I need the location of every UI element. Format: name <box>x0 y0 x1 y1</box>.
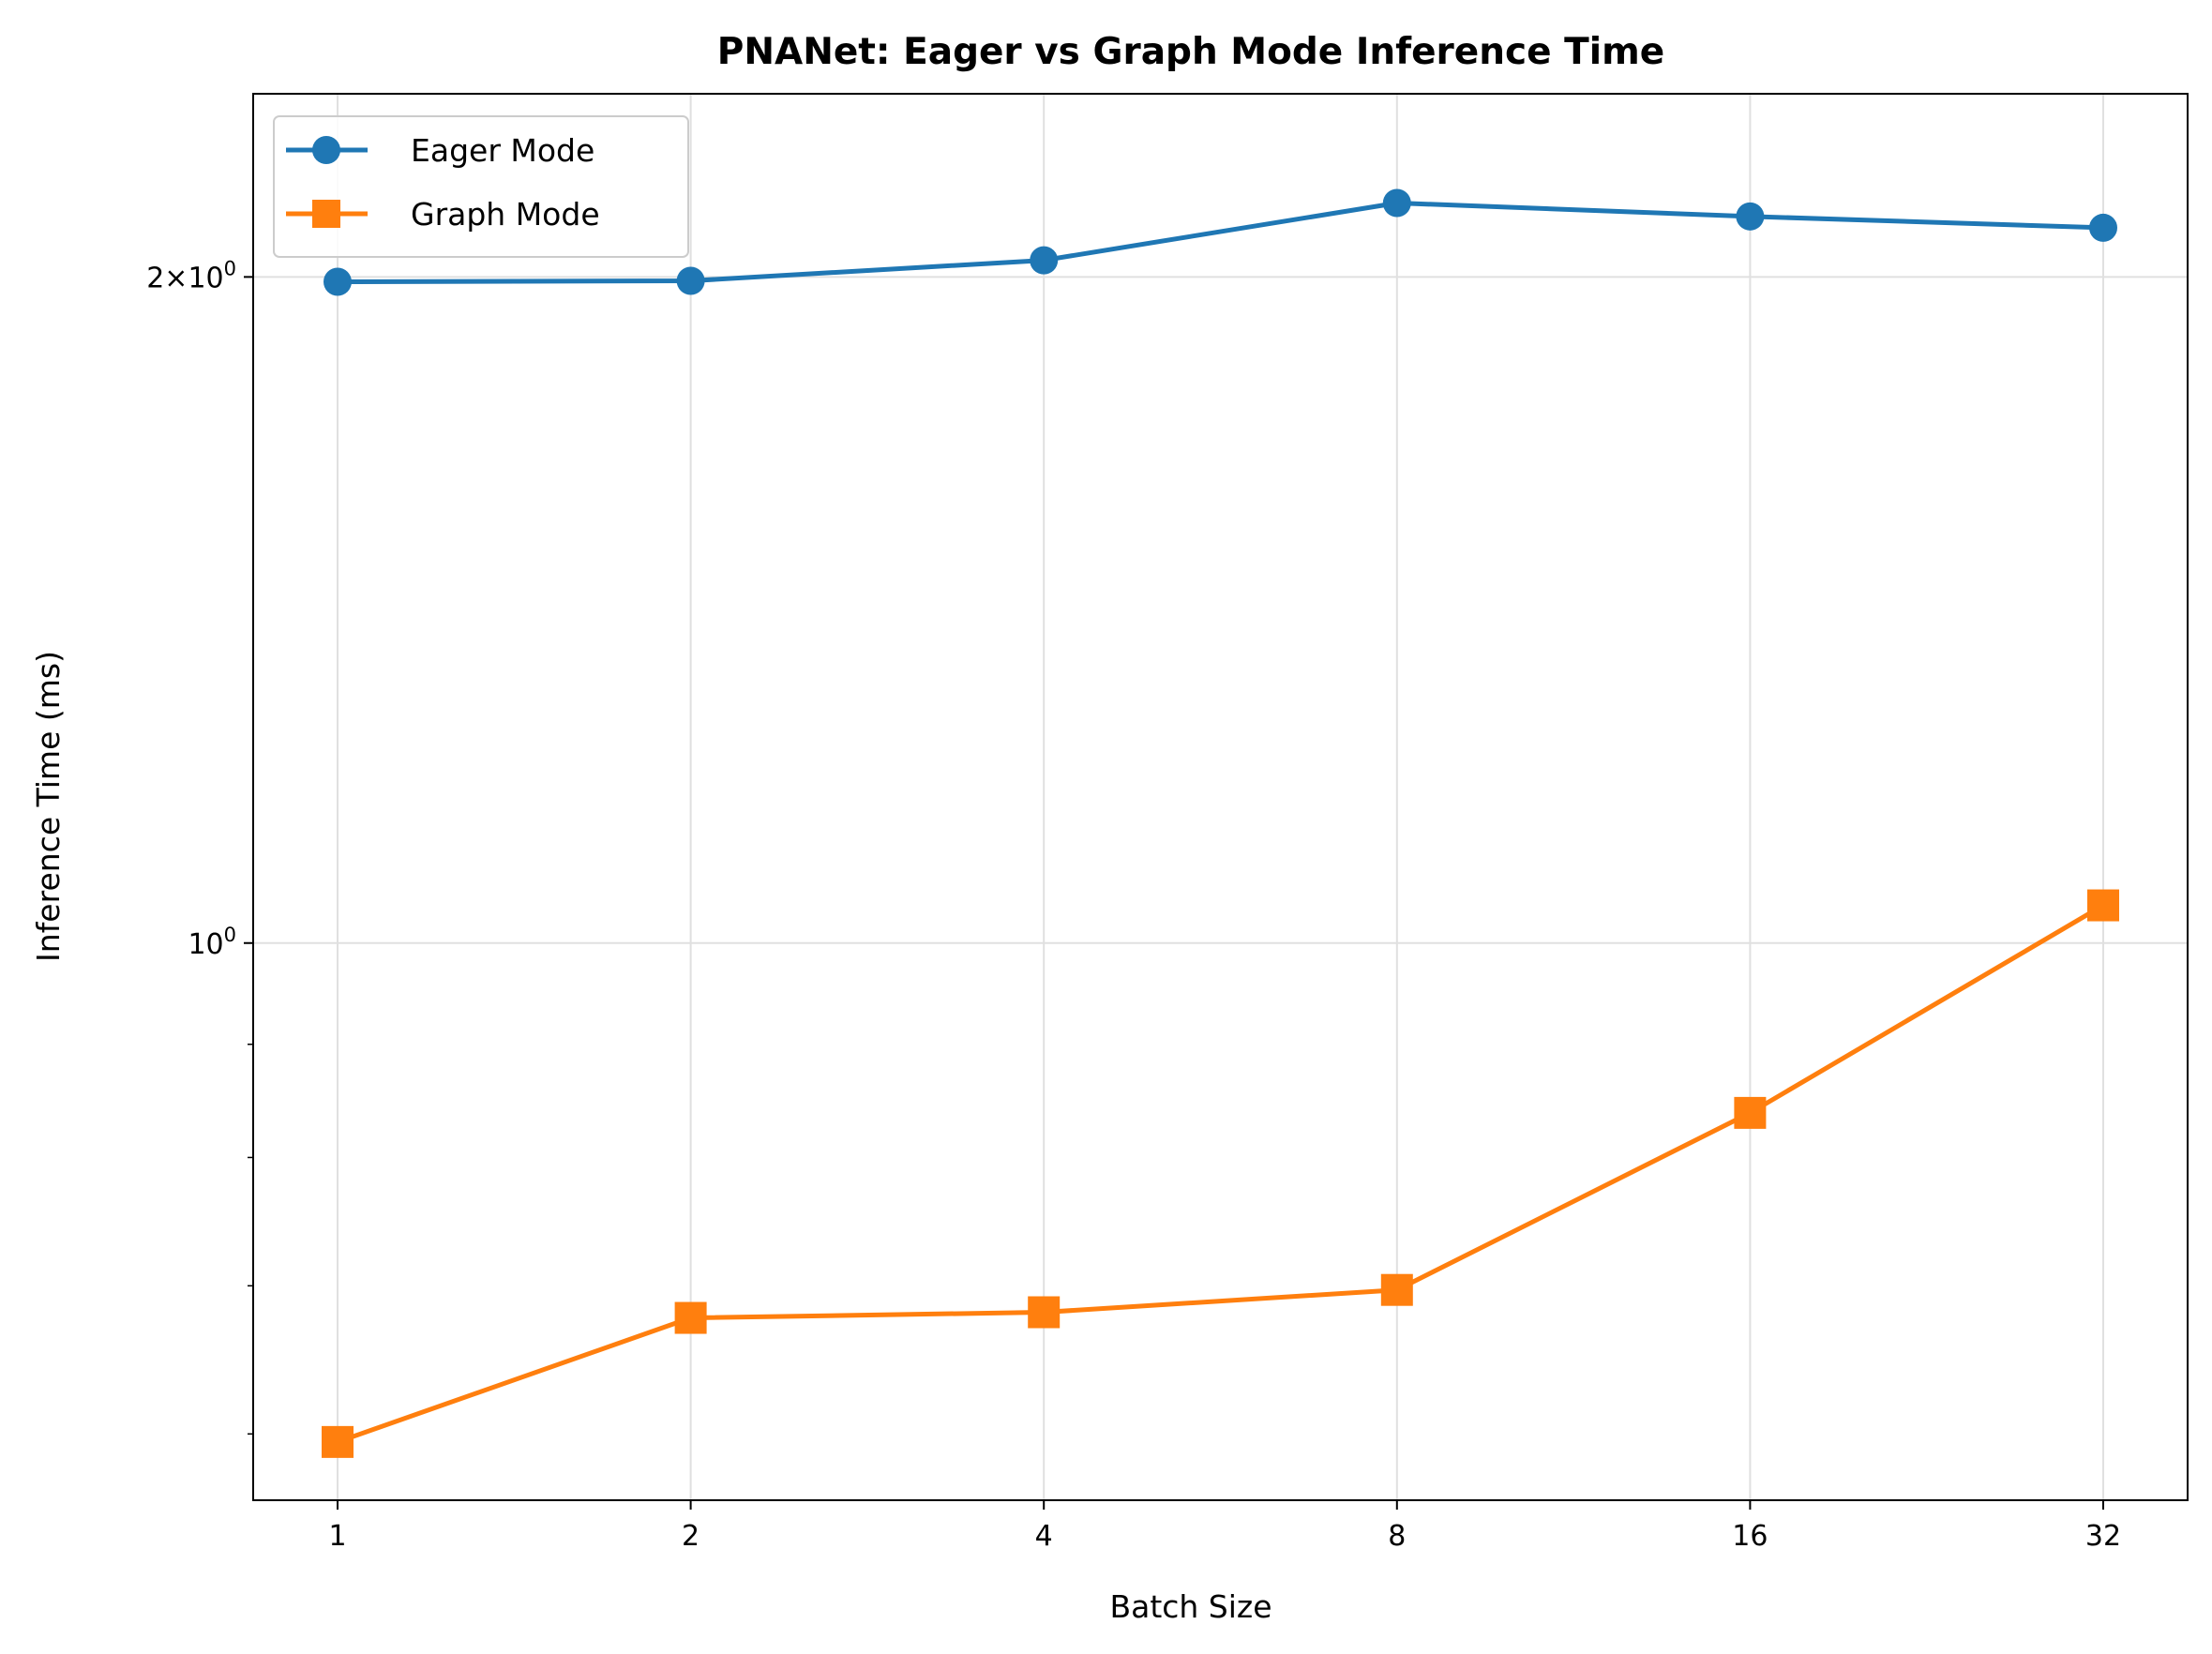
data-point-0 <box>1736 202 1765 231</box>
ticks-layer: 1 2 4 8 16 32 100 2×100 <box>146 257 2121 1553</box>
series-layer <box>322 188 2119 1458</box>
x-tick-label: 16 <box>1732 1520 1768 1553</box>
legend-marker-eager <box>312 136 340 164</box>
x-tick-label: 2 <box>682 1520 700 1553</box>
x-tick-label: 8 <box>1388 1520 1406 1553</box>
data-point-0 <box>2089 213 2117 242</box>
y-tick-label: 100 <box>188 924 236 961</box>
data-point-0 <box>324 267 352 296</box>
data-point-1 <box>1734 1096 1767 1129</box>
data-point-1 <box>674 1301 707 1334</box>
data-point-0 <box>676 266 705 295</box>
legend-label-graph: Graph Mode <box>411 196 600 233</box>
x-axis-label: Batch Size <box>1109 1588 1272 1625</box>
legend-box <box>273 115 689 258</box>
chart-title: PNANet: Eager vs Graph Mode Inference Ti… <box>717 31 1664 73</box>
data-point-1 <box>1028 1296 1061 1329</box>
series-line-1 <box>337 903 2105 1445</box>
legend-marker-graph <box>312 200 340 228</box>
legend-label-eager: Eager Mode <box>411 132 594 169</box>
data-point-1 <box>322 1425 354 1458</box>
data-point-0 <box>1382 188 1411 218</box>
legend-entry-graph: Graph Mode <box>286 196 600 233</box>
y-axis-label: Inference Time (ms) <box>30 651 67 962</box>
grid-layer <box>253 94 2188 1500</box>
legend: Eager Mode Graph Mode <box>273 115 689 258</box>
data-point-1 <box>1380 1273 1413 1306</box>
y-tick-label: 2×100 <box>146 257 236 294</box>
x-tick-label: 1 <box>328 1520 346 1553</box>
data-point-0 <box>1030 246 1059 275</box>
series-line-0 <box>337 200 2104 285</box>
data-point-1 <box>2087 889 2119 922</box>
plot-frame <box>252 93 2189 1501</box>
legend-entry-eager: Eager Mode <box>286 132 594 169</box>
x-tick-label: 4 <box>1035 1520 1053 1553</box>
x-tick-label: 32 <box>2085 1520 2121 1553</box>
